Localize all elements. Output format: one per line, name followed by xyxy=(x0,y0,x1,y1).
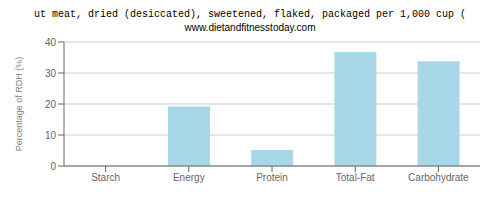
svg-text:10: 10 xyxy=(45,130,57,141)
svg-text:Starch: Starch xyxy=(91,172,120,183)
svg-text:20: 20 xyxy=(45,99,57,110)
svg-text:Protein: Protein xyxy=(256,172,288,183)
svg-text:40: 40 xyxy=(45,37,57,48)
html-text:www.dietandfitnesstoday.com: www.dietandfitnesstoday.com xyxy=(184,22,316,33)
svg-text:Energy: Energy xyxy=(173,172,205,183)
svg-text:0: 0 xyxy=(50,161,56,172)
svg-text:Percentage of RDH (%): Percentage of RDH (%) xyxy=(14,57,24,152)
svg-text:Carbohydrate: Carbohydrate xyxy=(408,172,469,183)
svg-text:30: 30 xyxy=(45,68,57,79)
html-text:ut meat, dried (desiccated), s: ut meat, dried (desiccated), sweetened, … xyxy=(34,9,466,20)
svg-text:Total-Fat: Total-Fat xyxy=(336,172,375,183)
